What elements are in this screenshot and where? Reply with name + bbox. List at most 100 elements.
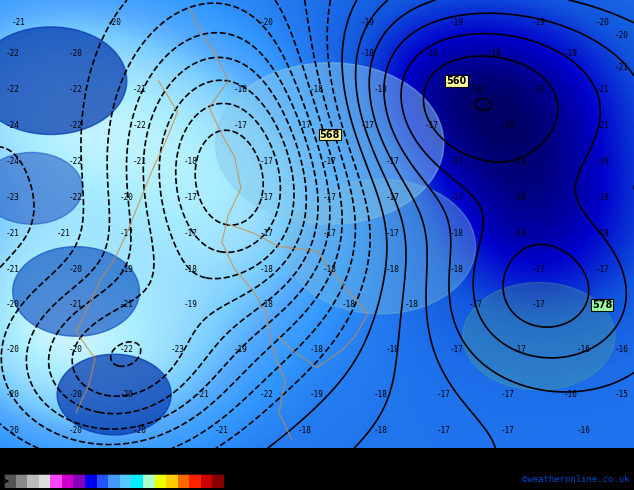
Text: -18: -18 [310,345,324,354]
Text: ©weatheronline.co.uk: ©weatheronline.co.uk [522,475,630,484]
Text: -17: -17 [450,345,463,354]
Text: -21: -21 [133,157,146,166]
Text: -16: -16 [564,390,578,399]
Text: -48: -48 [16,489,27,490]
Text: -12: -12 [85,489,96,490]
Text: Height/Temp. 500 hPa [gdmp][°C] ECMWF: Height/Temp. 500 hPa [gdmp][°C] ECMWF [4,452,221,463]
Text: -18: -18 [183,157,197,166]
Text: 0: 0 [108,489,112,490]
Text: -20: -20 [69,390,83,399]
Text: -19: -19 [310,390,324,399]
Text: -16: -16 [595,300,609,309]
Text: 560: 560 [446,75,467,86]
Text: -18: -18 [183,265,197,273]
Bar [178,474,190,488]
Text: -20: -20 [69,265,83,273]
Bar [155,474,166,488]
Text: -20: -20 [6,390,20,399]
Text: -17: -17 [532,300,546,309]
Text: -24: -24 [6,157,20,166]
Text: 12: 12 [131,489,139,490]
Bar [27,474,39,488]
Text: -18: -18 [450,265,463,273]
Text: -18: -18 [323,265,337,273]
Text: -16: -16 [576,426,590,435]
Text: -20: -20 [120,390,134,399]
Text: -17: -17 [437,390,451,399]
Text: -18: -18 [342,300,356,309]
Text: -15: -15 [614,390,628,399]
Text: -17: -17 [437,426,451,435]
Text: -21: -21 [595,85,609,94]
Text: -22: -22 [6,85,20,94]
Text: -17: -17 [500,390,514,399]
Text: -22: -22 [69,121,83,130]
Text: 6: 6 [120,489,124,490]
Text: 18: 18 [143,489,150,490]
Text: We 29-05-2024 00:00 UTC (06+42): We 29-05-2024 00:00 UTC (06+42) [448,452,630,463]
Text: -18: -18 [386,265,400,273]
Text: 42: 42 [190,489,197,490]
Text: -18: -18 [469,85,482,94]
Text: -17: -17 [469,300,482,309]
Text: -19: -19 [532,18,546,27]
Text: -20: -20 [69,345,83,354]
Text: -22: -22 [259,390,273,399]
Text: -17: -17 [386,229,400,238]
Circle shape [0,152,82,224]
Text: -18: -18 [405,300,419,309]
Text: -20: -20 [133,426,146,435]
Text: -18: -18 [361,49,375,58]
Text: -20: -20 [6,426,20,435]
Text: -22: -22 [133,121,146,130]
Text: -21: -21 [196,390,210,399]
Bar [39,474,50,488]
Text: -21: -21 [69,300,83,309]
Text: -17: -17 [424,121,438,130]
Text: -16: -16 [576,345,590,354]
Text: -21: -21 [6,229,20,238]
Text: -21: -21 [120,300,134,309]
Text: -19: -19 [361,18,375,27]
Text: -17: -17 [259,157,273,166]
Circle shape [0,27,127,135]
Text: -23: -23 [171,345,184,354]
Text: -22: -22 [69,85,83,94]
Bar [131,474,143,488]
Text: -17: -17 [532,265,546,273]
Bar [62,474,74,488]
Text: -18: -18 [424,49,438,58]
Text: 36: 36 [178,489,185,490]
Text: -17: -17 [183,193,197,202]
Circle shape [216,63,444,224]
Text: -17: -17 [323,157,337,166]
Text: -20: -20 [6,300,20,309]
Text: -16: -16 [614,345,628,354]
Text: -17: -17 [450,157,463,166]
Text: -42: -42 [27,489,39,490]
Text: -18: -18 [297,426,311,435]
Text: -18: -18 [259,265,273,273]
Text: -21: -21 [12,18,26,27]
Bar [120,474,131,488]
Bar [212,474,224,488]
Circle shape [285,179,476,314]
Bar [96,474,108,488]
Text: -17: -17 [386,157,400,166]
Text: -21: -21 [6,265,20,273]
Text: -18: -18 [234,85,248,94]
Text: -19: -19 [595,157,609,166]
Text: -22: -22 [6,49,20,58]
Text: -18: -18 [373,390,387,399]
Text: -20: -20 [6,345,20,354]
Text: -21: -21 [595,121,609,130]
Text: -21: -21 [133,85,146,94]
Text: -22: -22 [120,345,134,354]
Text: -17: -17 [500,426,514,435]
Text: -6: -6 [96,489,104,490]
Text: -19: -19 [120,265,134,273]
Text: -23: -23 [6,193,20,202]
Text: -21: -21 [56,229,70,238]
Text: -54: -54 [4,489,15,490]
Text: 48: 48 [201,489,209,490]
